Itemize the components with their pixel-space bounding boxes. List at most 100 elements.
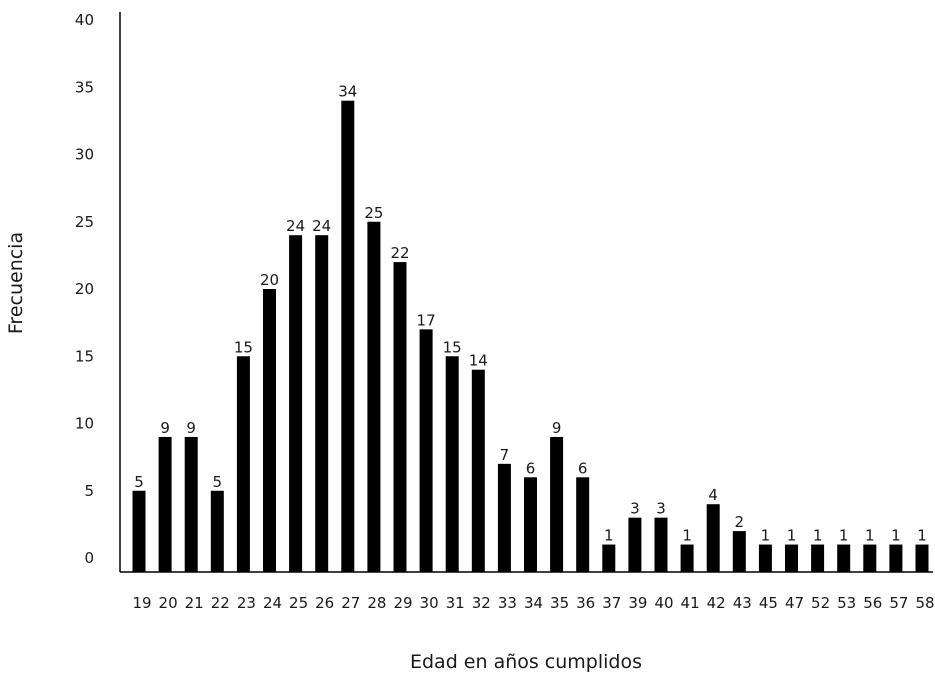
data-label: 1 <box>891 527 901 545</box>
bar <box>680 544 694 572</box>
data-label: 20 <box>260 271 279 289</box>
data-label: 7 <box>500 446 510 464</box>
data-label: 6 <box>526 459 536 477</box>
x-tick-label: 39 <box>628 594 647 612</box>
x-tick-label: 43 <box>733 594 752 612</box>
y-tick-label: 20 <box>75 280 94 298</box>
data-label: 24 <box>286 217 305 235</box>
y-axis-ticks: 0 5 10 15 20 25 30 35 40 <box>75 11 94 567</box>
x-tick-label: 28 <box>367 594 386 612</box>
x-tick-label: 58 <box>915 594 934 612</box>
data-label: 1 <box>787 527 797 545</box>
bar <box>158 436 172 572</box>
data-label: 9 <box>160 419 170 437</box>
data-label: 9 <box>186 419 196 437</box>
data-label: 3 <box>656 500 666 518</box>
y-tick-label: 5 <box>84 482 94 500</box>
y-tick-label: 0 <box>84 549 94 567</box>
bar <box>915 544 929 572</box>
data-label: 17 <box>417 311 436 329</box>
y-tick-label: 30 <box>75 146 94 164</box>
bar <box>445 356 459 572</box>
x-tick-label: 56 <box>863 594 882 612</box>
data-label: 6 <box>578 459 588 477</box>
data-label: 2 <box>735 513 745 531</box>
data-label: 1 <box>761 527 771 545</box>
bar <box>289 235 303 572</box>
data-label: 34 <box>338 83 357 101</box>
x-tick-label: 35 <box>550 594 569 612</box>
data-label: 1 <box>813 527 823 545</box>
x-tick-label: 47 <box>785 594 804 612</box>
data-label: 24 <box>312 217 331 235</box>
bar <box>863 544 877 572</box>
x-tick-label: 36 <box>576 594 595 612</box>
x-tick-label: 42 <box>707 594 726 612</box>
bar <box>393 262 407 572</box>
x-tick-label: 20 <box>159 594 178 612</box>
x-axis-title: Edad en años cumplidos <box>410 651 642 673</box>
data-label: 22 <box>390 244 409 262</box>
bar <box>471 369 485 572</box>
y-tick-label: 25 <box>75 213 94 231</box>
x-axis-ticks: 19 20 21 22 23 24 25 26 27 28 29 30 31 32 33 34 35 36 37 39… <box>132 594 934 612</box>
bar <box>550 436 564 572</box>
x-tick-label: 23 <box>237 594 256 612</box>
bar <box>367 221 381 572</box>
data-label: 15 <box>234 338 253 356</box>
bar <box>497 463 511 572</box>
x-tick-label: 22 <box>211 594 230 612</box>
data-label: 1 <box>839 527 849 545</box>
data-label: 5 <box>213 473 223 491</box>
x-tick-label: 30 <box>420 594 439 612</box>
y-tick-label: 35 <box>75 78 94 96</box>
data-label: 4 <box>708 486 718 504</box>
bars-group <box>132 100 929 572</box>
y-tick-label: 40 <box>75 11 94 29</box>
x-tick-label: 45 <box>759 594 778 612</box>
bar <box>837 544 851 572</box>
x-tick-label: 40 <box>654 594 673 612</box>
data-label: 1 <box>682 527 692 545</box>
x-tick-label: 24 <box>263 594 282 612</box>
data-label: 5 <box>134 473 144 491</box>
bar <box>419 329 433 572</box>
x-tick-label: 31 <box>446 594 465 612</box>
bar <box>315 235 329 572</box>
bar <box>889 544 903 572</box>
x-tick-label: 57 <box>889 594 908 612</box>
data-label: 14 <box>469 352 488 370</box>
bar <box>602 544 616 572</box>
x-tick-label: 21 <box>185 594 204 612</box>
data-label: 25 <box>364 204 383 222</box>
x-tick-label: 32 <box>472 594 491 612</box>
bar <box>184 436 198 572</box>
x-tick-label: 26 <box>315 594 334 612</box>
x-tick-label: 33 <box>498 594 517 612</box>
x-tick-label: 41 <box>681 594 700 612</box>
bar <box>210 490 224 572</box>
bar <box>132 490 146 572</box>
bar <box>341 100 355 572</box>
bar <box>628 517 642 572</box>
x-tick-label: 52 <box>811 594 830 612</box>
y-tick-label: 10 <box>75 415 94 433</box>
bar <box>236 356 250 572</box>
bar <box>785 544 798 572</box>
data-label: 1 <box>604 527 614 545</box>
y-tick-label: 15 <box>75 347 94 365</box>
x-tick-label: 37 <box>602 594 621 612</box>
bar <box>524 477 537 572</box>
bar <box>706 504 720 572</box>
x-tick-label: 25 <box>289 594 308 612</box>
data-label: 3 <box>630 500 640 518</box>
bar <box>263 289 276 572</box>
x-tick-label: 29 <box>393 594 412 612</box>
x-tick-label: 34 <box>524 594 543 612</box>
data-label: 15 <box>443 338 462 356</box>
bar <box>758 544 772 572</box>
x-tick-label: 53 <box>837 594 856 612</box>
bar <box>654 517 668 572</box>
x-tick-label: 19 <box>132 594 151 612</box>
